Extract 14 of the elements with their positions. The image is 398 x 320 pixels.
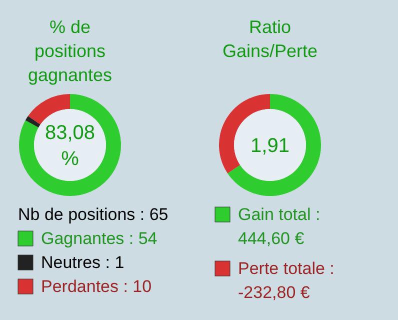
- chart-title: % de positions gagnantes: [28, 17, 112, 85]
- legend-label: Perte totale : -232,80 €: [238, 259, 334, 302]
- donut-slice: [19, 94, 121, 196]
- legend-label: Perdantes : 10: [41, 277, 152, 296]
- legend-label: Gain total : 444,60 €: [238, 205, 320, 248]
- legend-label: Gagnantes : 54: [41, 229, 158, 248]
- donut-slice: [25, 116, 40, 128]
- donut-slice: [28, 94, 70, 125]
- donut-slice: [228, 94, 321, 196]
- legend-label: Neutres : 1: [41, 253, 124, 272]
- text: 83,08 %: [44, 122, 96, 170]
- text: 1,91: [250, 135, 290, 157]
- text: Nb de positions : 65: [18, 205, 168, 224]
- chart-title: Ratio Gains/Perte: [222, 17, 318, 61]
